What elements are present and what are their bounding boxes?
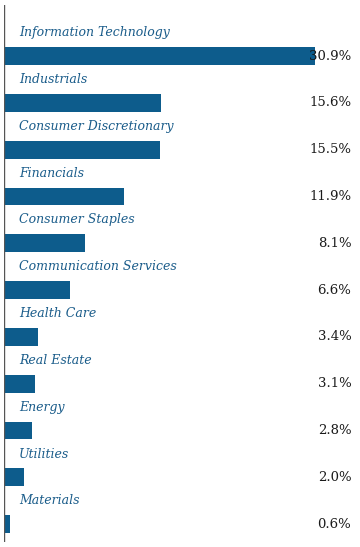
Text: 30.9%: 30.9% xyxy=(309,50,351,62)
Text: Communication Services: Communication Services xyxy=(19,260,176,274)
Bar xyxy=(4,328,38,346)
Text: 11.9%: 11.9% xyxy=(309,190,351,203)
Text: Information Technology: Information Technology xyxy=(19,26,170,39)
Text: 3.4%: 3.4% xyxy=(318,330,351,344)
Bar xyxy=(4,515,10,533)
Text: Utilities: Utilities xyxy=(19,447,69,461)
Bar xyxy=(4,468,24,486)
Text: 2.0%: 2.0% xyxy=(318,471,351,484)
Bar xyxy=(4,141,160,159)
Bar xyxy=(4,375,35,393)
Text: 2.8%: 2.8% xyxy=(318,424,351,437)
Text: 15.6%: 15.6% xyxy=(309,96,351,109)
Text: Health Care: Health Care xyxy=(19,307,96,320)
Bar xyxy=(4,281,70,299)
Text: Real Estate: Real Estate xyxy=(19,354,91,367)
Bar xyxy=(4,94,161,112)
Bar xyxy=(4,47,315,65)
Text: 3.1%: 3.1% xyxy=(318,377,351,390)
Bar xyxy=(4,422,32,439)
Bar xyxy=(4,188,123,205)
Text: 8.1%: 8.1% xyxy=(318,237,351,250)
Text: Materials: Materials xyxy=(19,494,79,508)
Bar xyxy=(4,235,85,252)
Text: Consumer Staples: Consumer Staples xyxy=(19,213,134,226)
Text: 6.6%: 6.6% xyxy=(318,284,351,296)
Text: Energy: Energy xyxy=(19,401,64,414)
Text: 15.5%: 15.5% xyxy=(309,143,351,156)
Text: Financials: Financials xyxy=(19,167,84,179)
Text: Industrials: Industrials xyxy=(19,73,87,86)
Text: Consumer Discretionary: Consumer Discretionary xyxy=(19,120,174,133)
Text: 0.6%: 0.6% xyxy=(318,517,351,531)
